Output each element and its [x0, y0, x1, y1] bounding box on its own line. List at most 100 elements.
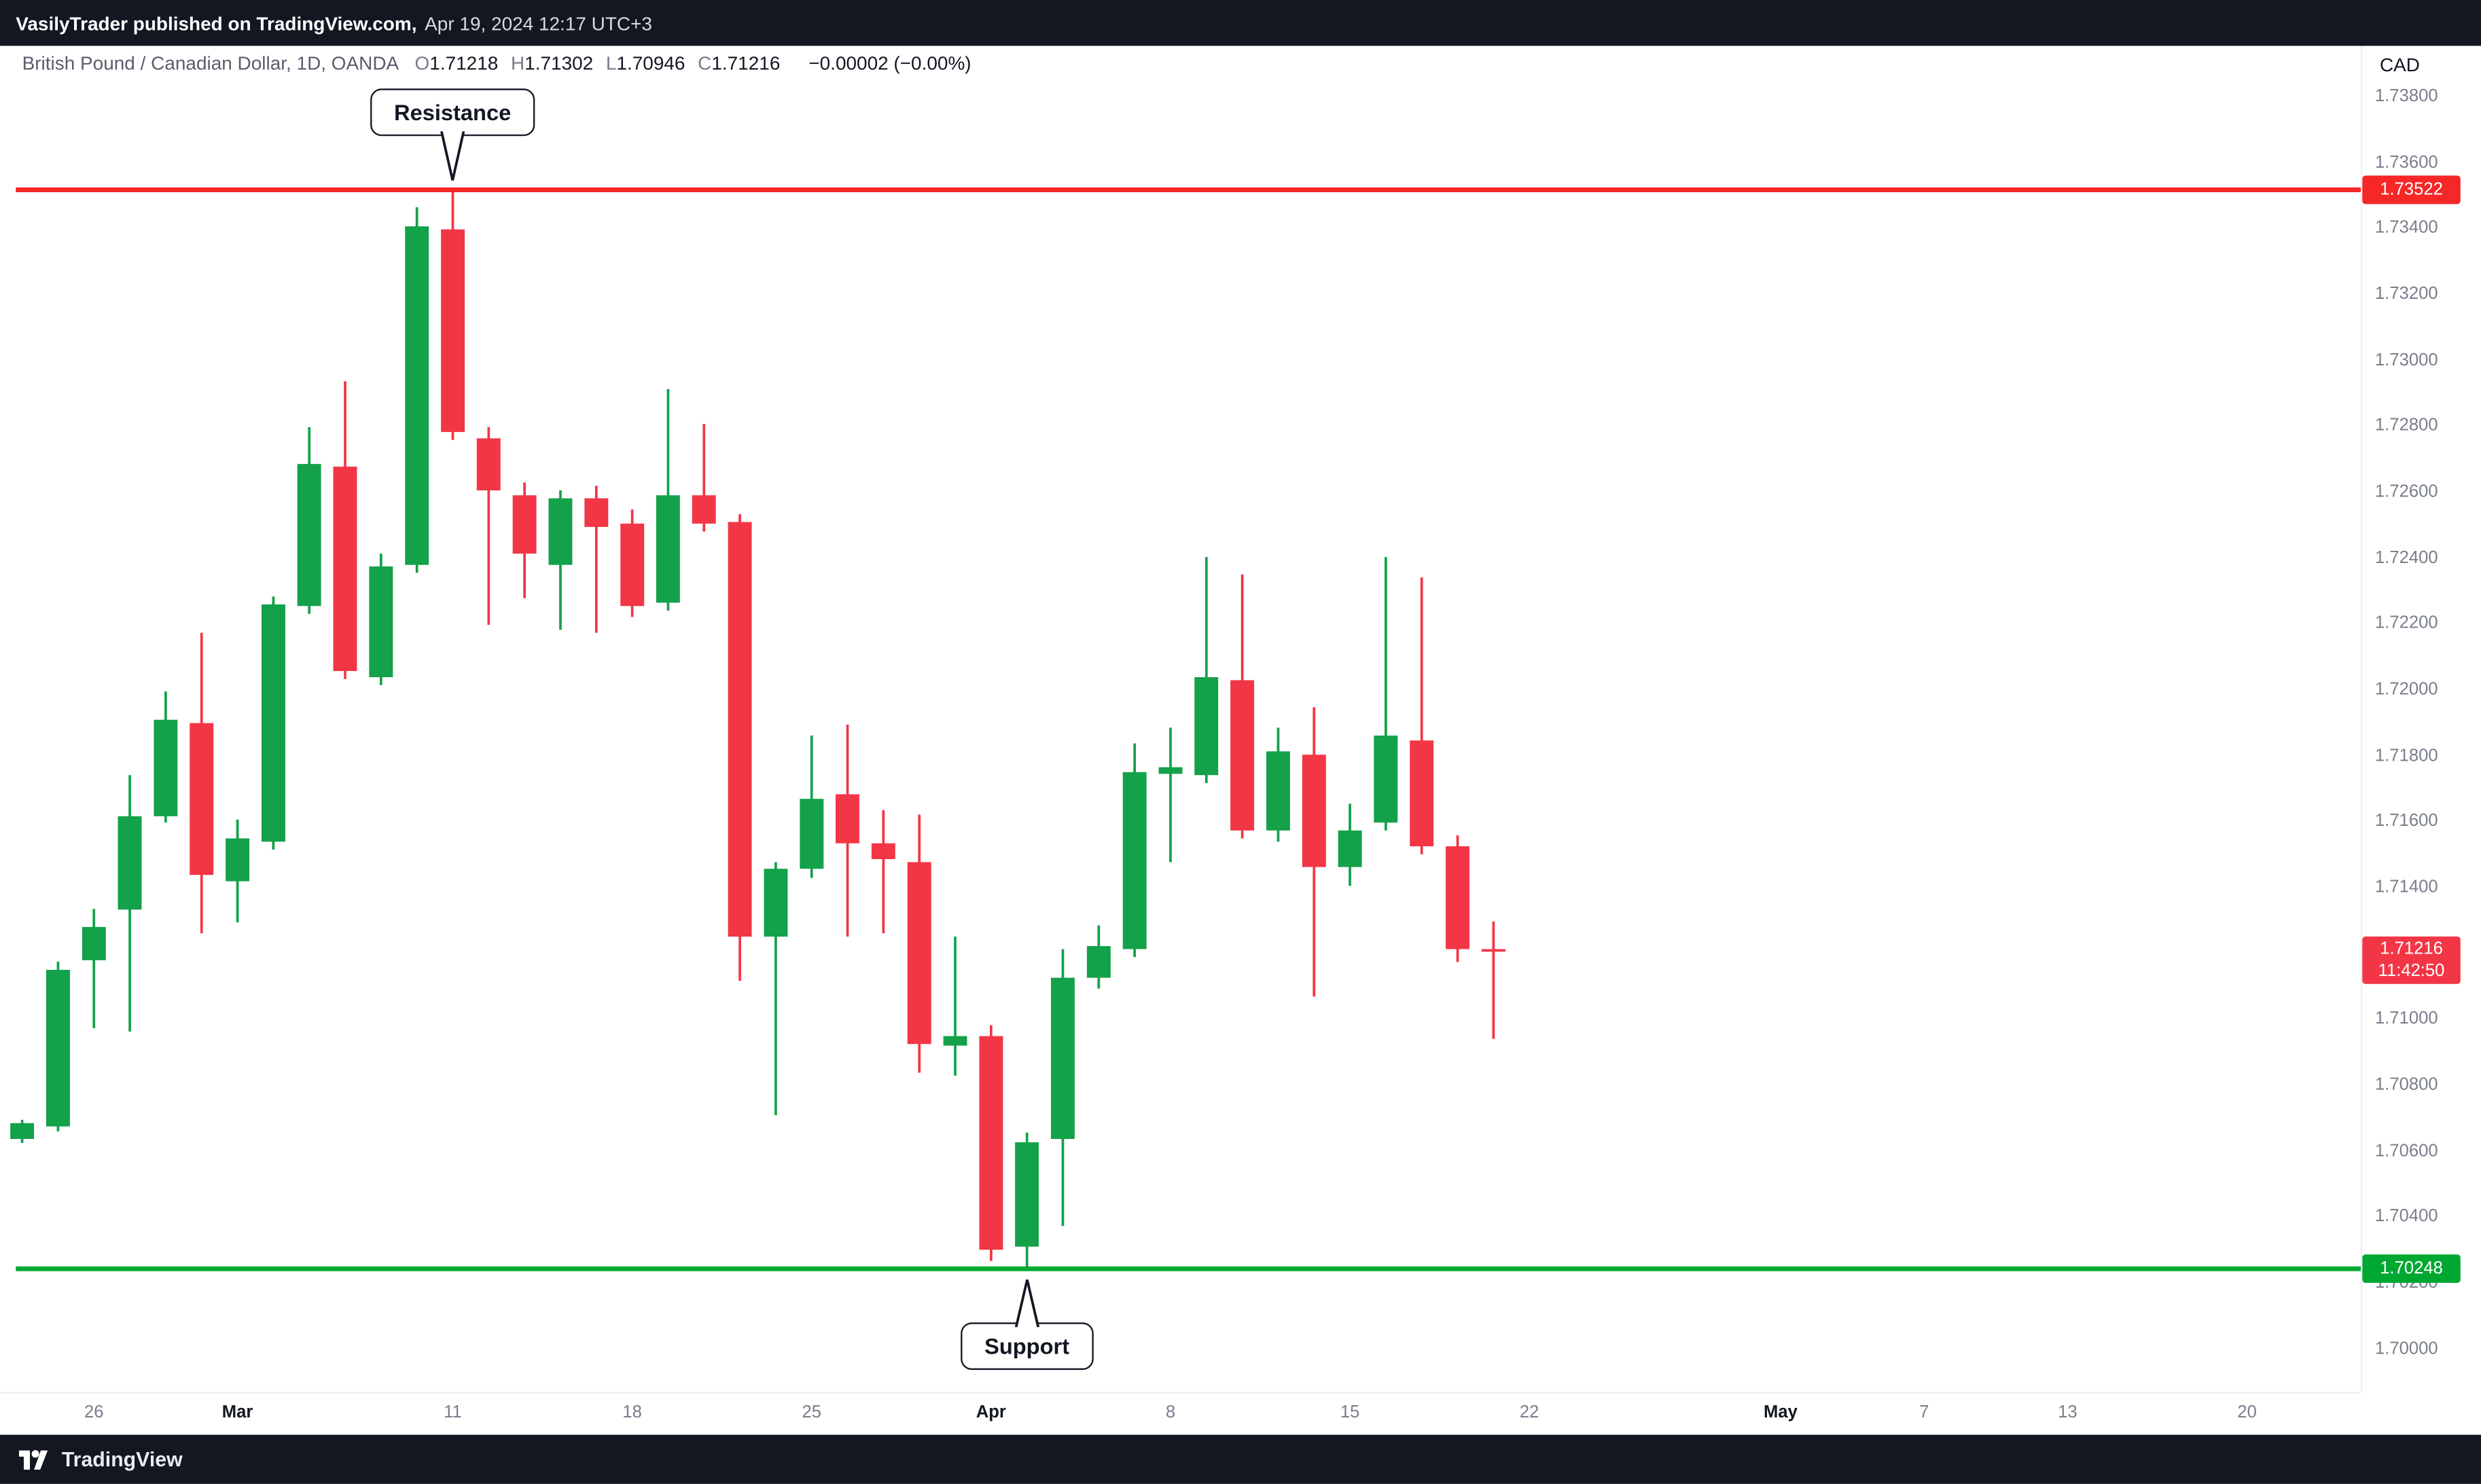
price-axis-label: 1.70600 — [2374, 1142, 2438, 1161]
tradingview-wordmark: TradingView — [61, 1447, 183, 1472]
candle[interactable] — [979, 1025, 1003, 1261]
open-value: 1.71218 — [429, 52, 499, 75]
resistance-callout-pointer-icon — [440, 131, 465, 181]
candle[interactable] — [1158, 727, 1183, 863]
support-callout-text: Support — [984, 1333, 1070, 1359]
candle[interactable] — [1374, 557, 1398, 831]
close-value: 1.71216 — [711, 52, 781, 75]
time-axis-label: 15 — [1340, 1402, 1360, 1422]
price-axis-label: 1.72600 — [2374, 482, 2438, 502]
resistance-callout-text: Resistance — [394, 99, 512, 125]
candle[interactable] — [620, 509, 645, 617]
high-label: H — [510, 52, 525, 75]
time-axis-label: 8 — [1165, 1402, 1176, 1422]
price-change: −0.00002 (−0.00%) — [808, 52, 971, 75]
candle[interactable] — [118, 775, 142, 1032]
candle[interactable] — [369, 554, 393, 685]
price-axis[interactable]: CAD 1.73800 1.73600 1.73400 1.73200 1.73000 1… — [2361, 46, 2481, 1392]
candle[interactable] — [441, 189, 465, 440]
price-axis-label: 1.72000 — [2374, 680, 2438, 700]
candle[interactable] — [800, 736, 824, 878]
footer-bar: TradingView — [0, 1434, 2481, 1484]
price-axis-label: 1.71000 — [2374, 1009, 2438, 1029]
time-axis-label: 11 — [444, 1402, 462, 1422]
publisher-text: VasilyTrader published on TradingView.co… — [16, 12, 417, 35]
support-price-tag: 1.70248 — [2362, 1254, 2461, 1284]
candle[interactable] — [476, 427, 501, 625]
candle[interactable] — [297, 427, 321, 614]
candle[interactable] — [1302, 707, 1326, 997]
candle[interactable] — [548, 490, 573, 630]
price-axis-label: 1.70000 — [2374, 1339, 2438, 1359]
candle[interactable] — [656, 388, 680, 611]
candle[interactable] — [871, 810, 895, 934]
support-callout-pointer-icon — [1014, 1279, 1039, 1328]
time-axis-label: 22 — [1519, 1402, 1539, 1422]
resistance-price-tag: 1.73522 — [2362, 175, 2461, 204]
candle[interactable] — [226, 819, 250, 923]
time-axis-label: 18 — [622, 1402, 642, 1422]
price-axis-label: 1.73800 — [2374, 87, 2438, 107]
candle[interactable] — [1015, 1132, 1039, 1269]
price-axis-label: 1.72400 — [2374, 548, 2438, 568]
low-label: L — [605, 52, 617, 75]
candle[interactable] — [1446, 835, 1470, 962]
time-axis-label: Apr — [976, 1402, 1006, 1422]
candle[interactable] — [333, 381, 357, 679]
candle[interactable] — [405, 207, 429, 573]
time-axis[interactable]: 26 Mar 11 18 25 Apr 8 15 22 May 7 13 20 — [0, 1392, 2361, 1435]
publish-banner: VasilyTrader published on TradingView.co… — [0, 0, 2481, 46]
price-axis-label: 1.73000 — [2374, 350, 2438, 370]
price-axis-label: 1.73600 — [2374, 153, 2438, 173]
support-callout[interactable]: Support — [961, 1279, 1094, 1371]
candle[interactable] — [1050, 949, 1075, 1227]
candle[interactable] — [835, 724, 859, 937]
price-axis-label: 1.72200 — [2374, 614, 2438, 634]
candle[interactable] — [692, 424, 716, 532]
candle[interactable] — [262, 596, 285, 850]
resistance-price-value: 1.73522 — [2380, 180, 2443, 200]
support-price-value: 1.70248 — [2380, 1259, 2443, 1279]
candle[interactable] — [1338, 803, 1362, 886]
high-value: 1.71302 — [524, 52, 594, 75]
price-axis-label: 1.73200 — [2374, 285, 2438, 304]
time-axis-label: Mar — [221, 1402, 253, 1422]
candle[interactable] — [1266, 727, 1290, 842]
candle[interactable] — [907, 814, 931, 1073]
candle[interactable] — [190, 632, 214, 934]
candle[interactable] — [1086, 925, 1111, 989]
time-axis-label: 20 — [2237, 1402, 2257, 1422]
candle[interactable] — [943, 937, 967, 1076]
candle[interactable] — [728, 513, 752, 981]
symbol-title: British Pound / Canadian Dollar, 1D, OAN… — [22, 52, 399, 75]
candle[interactable] — [764, 862, 788, 1116]
candle[interactable] — [10, 1119, 35, 1143]
price-axis-label: 1.73400 — [2374, 219, 2438, 238]
candle[interactable] — [1481, 921, 1505, 1039]
candle[interactable] — [584, 486, 609, 633]
last-price-tag: 1.71216 11:42:50 — [2362, 937, 2461, 985]
resistance-callout[interactable]: Resistance — [370, 88, 535, 181]
close-label: C — [698, 52, 712, 75]
last-price-value: 1.71216 — [2380, 940, 2443, 960]
time-axis-label: May — [1764, 1402, 1798, 1422]
symbol-info[interactable]: British Pound / Canadian Dollar, 1D, OAN… — [22, 52, 971, 75]
candle[interactable] — [1194, 557, 1219, 783]
price-axis-label: 1.70400 — [2374, 1208, 2438, 1227]
ohlc-values: O 1.71218 H 1.71302 L 1.70946 C 1.71216 — [415, 52, 793, 75]
candle[interactable] — [154, 691, 178, 823]
quote-currency-label: CAD — [2379, 54, 2420, 76]
price-axis-label: 1.70800 — [2374, 1075, 2438, 1095]
candle[interactable] — [82, 909, 106, 1028]
candle[interactable] — [1230, 574, 1255, 839]
time-axis-label: 7 — [1919, 1402, 1929, 1422]
candle[interactable] — [1410, 577, 1434, 854]
time-axis-label: 13 — [2058, 1402, 2077, 1422]
candle[interactable] — [512, 482, 537, 598]
price-axis-label: 1.72800 — [2374, 416, 2438, 436]
candle[interactable] — [46, 961, 70, 1132]
candle[interactable] — [1122, 743, 1147, 958]
publish-timestamp: Apr 19, 2024 12:17 UTC+3 — [425, 12, 652, 35]
